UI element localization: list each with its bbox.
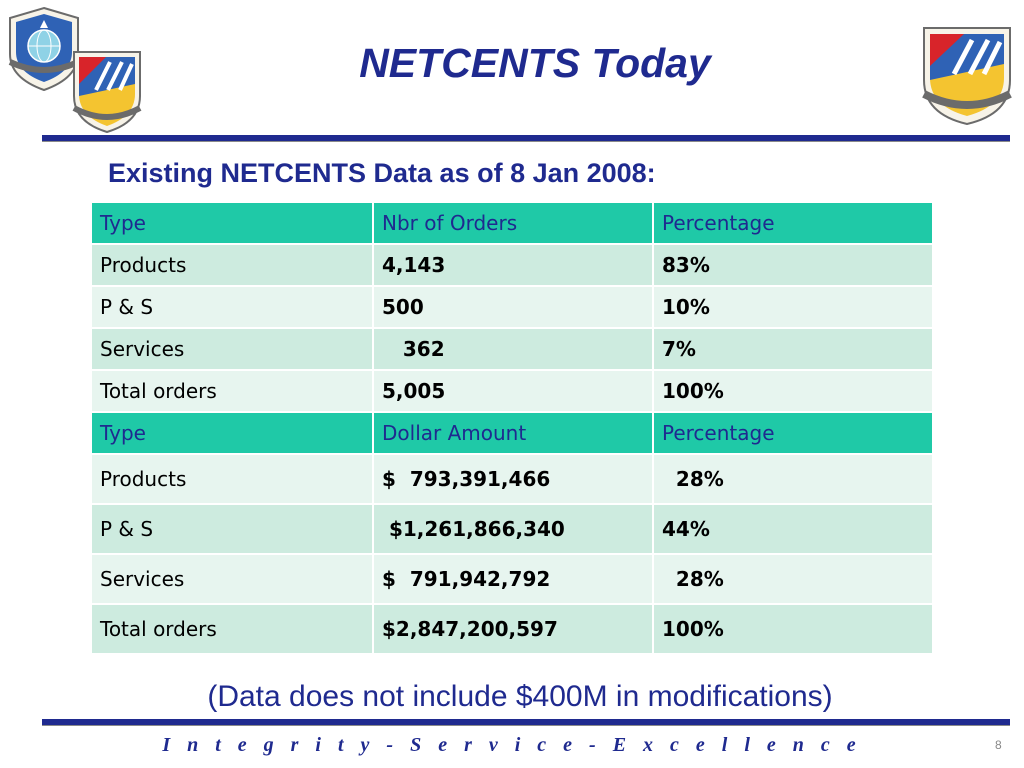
table-cell: $ 793,391,466 — [372, 453, 654, 505]
table-cell: $2,847,200,597 — [372, 603, 654, 655]
top-divider — [42, 135, 1010, 142]
554th-electronic-systems-wing-shield-icon — [72, 51, 142, 134]
table-subtitle: Existing NETCENTS Data as of 8 Jan 2008: — [108, 158, 656, 188]
table-cell: 500 — [372, 285, 654, 329]
table-header-cell: Percentage — [652, 411, 934, 455]
table-cell: Products — [90, 243, 374, 287]
table-cell: 4,143 — [372, 243, 654, 287]
table-header-cell: Percentage — [652, 201, 934, 245]
table-header-row: Type Nbr of Orders Percentage — [90, 201, 934, 245]
table-cell: Services — [90, 553, 374, 605]
table-cell: 10% — [652, 285, 934, 329]
table-row: Total orders $2,847,200,597 100% — [90, 603, 934, 655]
footnote: (Data does not include $400M in modifica… — [207, 680, 833, 713]
table-cell: 28% — [652, 553, 934, 605]
table-row: Products $ 793,391,466 28% — [90, 453, 934, 505]
table-row: P & S 500 10% — [90, 285, 934, 329]
table-cell: Total orders — [90, 603, 374, 655]
table-cell: P & S — [90, 503, 374, 555]
table-cell: 362 — [372, 327, 654, 371]
bottom-divider — [42, 719, 1010, 726]
table-row: P & S $1,261,866,340 44% — [90, 503, 934, 555]
table-cell: Services — [90, 327, 374, 371]
page-number: 8 — [995, 738, 1002, 752]
motto: I n t e g r i t y - S e r v i c e - E x … — [162, 734, 862, 756]
table-header-row: Type Dollar Amount Percentage — [90, 411, 934, 455]
table-cell: Products — [90, 453, 374, 505]
table-cell: $1,261,866,340 — [372, 503, 654, 555]
table-header-cell: Dollar Amount — [372, 411, 654, 455]
table-row: Products 4,143 83% — [90, 243, 934, 287]
electronic-systems-center-shield-icon — [8, 6, 80, 92]
table-cell: Total orders — [90, 369, 374, 413]
table-cell: 100% — [652, 369, 934, 413]
netcents-data-table: Type Nbr of Orders Percentage Products 4,143… — [90, 201, 934, 655]
table-cell: 28% — [652, 453, 934, 505]
table-row: Services 362 7% — [90, 327, 934, 371]
table-cell: $ 791,942,792 — [372, 553, 654, 605]
table-cell: 5,005 — [372, 369, 654, 413]
table-cell: 83% — [652, 243, 934, 287]
table-row: Services $ 791,942,792 28% — [90, 553, 934, 605]
table-cell: P & S — [90, 285, 374, 329]
table-cell: 7% — [652, 327, 934, 371]
table-header-cell: Type — [90, 201, 374, 245]
table-cell: 44% — [652, 503, 934, 555]
table-cell: 100% — [652, 603, 934, 655]
table-header-cell: Nbr of Orders — [372, 201, 654, 245]
electronic-systems-group-shield-icon — [922, 27, 1012, 126]
table-header-cell: Type — [90, 411, 374, 455]
table-row: Total orders 5,005 100% — [90, 369, 934, 413]
page-title: NETCENTS Today — [359, 40, 711, 86]
